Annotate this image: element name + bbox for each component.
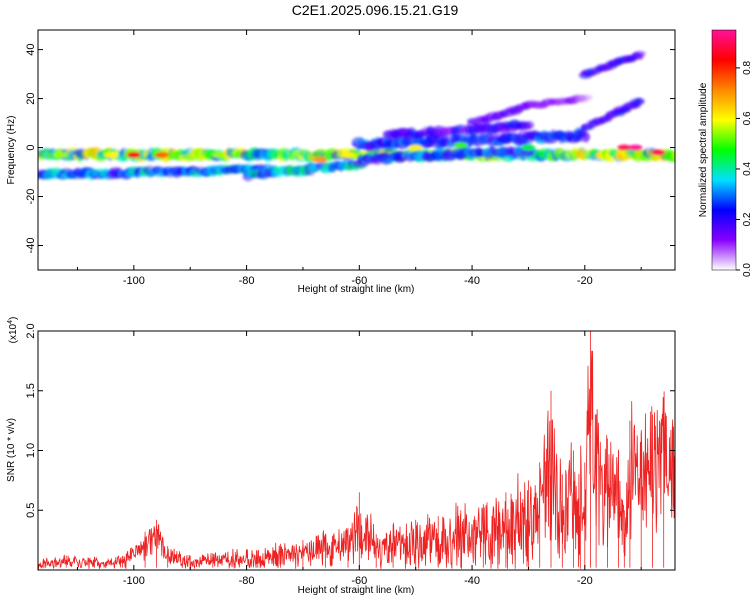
spectrogram-xlabel: Height of straight line (km) bbox=[298, 284, 415, 295]
colorbar-ticks: 0.0 0.2 0.4 0.6 0.8 bbox=[736, 61, 750, 277]
snr-multiplier-base: (x10 bbox=[8, 323, 19, 343]
heatmap-peak bbox=[155, 151, 169, 158]
colorbar-tick-label: 0.0 bbox=[742, 263, 750, 277]
snr-line bbox=[38, 350, 675, 570]
snr-ticks: -100 -80 -60 -40 -20 0.5 1.0 1.5 2.0 bbox=[25, 323, 675, 587]
snr-panel: -100 -80 -60 -40 -20 0.5 1.0 1.5 2.0 Height of s… bbox=[6, 317, 676, 596]
y-tick-label: 2.0 bbox=[25, 323, 37, 338]
y-tick-label: 20 bbox=[25, 92, 37, 104]
x-tick-label: -80 bbox=[239, 575, 255, 587]
x-tick-label: -20 bbox=[577, 275, 593, 287]
snr-multiplier-close: ) bbox=[8, 317, 19, 320]
colorbar-tick-label: 0.4 bbox=[742, 162, 750, 176]
x-tick-label: -40 bbox=[464, 275, 480, 287]
x-tick-label: -40 bbox=[464, 575, 480, 587]
x-tick-label: -100 bbox=[123, 275, 145, 287]
heatmap-cell bbox=[635, 97, 645, 105]
y-tick-label: 1.5 bbox=[25, 383, 37, 398]
y-tick-label: 0.5 bbox=[25, 503, 37, 518]
spectrogram-frame bbox=[37, 29, 676, 271]
snr-ylabel: SNR (10 * v/v) bbox=[6, 418, 17, 482]
heatmap-peak bbox=[651, 149, 666, 156]
heatmap-cell bbox=[634, 50, 646, 57]
heatmap-cell bbox=[579, 94, 593, 101]
x-tick-label: -20 bbox=[577, 575, 593, 587]
heatmap-peak bbox=[312, 156, 327, 163]
y-tick-label: 0 bbox=[25, 144, 37, 150]
heatmap-peak bbox=[408, 144, 423, 151]
y-tick-label: -20 bbox=[25, 189, 37, 205]
spectrogram-panel: -100 -80 -60 -40 -20 -40 -20 0 20 40 Height of st… bbox=[6, 29, 676, 295]
heatmap-peak bbox=[341, 151, 355, 158]
x-tick-label: -60 bbox=[351, 575, 367, 587]
spectrogram-ticks: -100 -80 -60 -40 -20 -40 -20 0 20 40 bbox=[25, 30, 675, 287]
colorbar-tick-label: 0.8 bbox=[742, 61, 750, 75]
heatmap-peak bbox=[617, 144, 632, 151]
spectrogram-heatmap bbox=[38, 50, 675, 182]
colorbar-gradient bbox=[711, 29, 737, 271]
snr-multiplier: (x104) bbox=[7, 317, 19, 344]
y-tick-label: 1.0 bbox=[25, 443, 37, 458]
heatmap-cell bbox=[672, 150, 675, 160]
y-tick-label: 40 bbox=[25, 43, 37, 55]
y-tick-label: -40 bbox=[25, 238, 37, 254]
heatmap-peak bbox=[521, 144, 536, 151]
heatmap-peak bbox=[453, 142, 468, 149]
figure-title: C2E1.2025.096.15.21.G19 bbox=[292, 2, 459, 18]
heatmap-peak bbox=[104, 151, 119, 158]
heatmap-peak bbox=[628, 144, 643, 151]
snr-multiplier-exp: 4 bbox=[7, 320, 14, 324]
heatmap-cell bbox=[582, 130, 590, 143]
x-tick-label: -60 bbox=[351, 275, 367, 287]
heatmap-peak bbox=[211, 151, 226, 158]
heatmap-peak bbox=[53, 151, 68, 158]
colorbar-tick-label: 0.2 bbox=[742, 212, 750, 226]
colorbar-label: Normalized spectral amplitude bbox=[698, 82, 709, 217]
colorbar-tick-label: 0.6 bbox=[742, 111, 750, 125]
x-tick-label: -100 bbox=[123, 575, 145, 587]
snr-series bbox=[38, 331, 675, 570]
spectrogram-ylabel: Frequency (Hz) bbox=[6, 116, 17, 185]
snr-xlabel: Height of straight line (km) bbox=[298, 585, 415, 596]
heatmap-cell bbox=[523, 120, 535, 130]
heatmap-peak bbox=[126, 151, 141, 158]
x-tick-label: -80 bbox=[239, 275, 255, 287]
colorbar: 0.0 0.2 0.4 0.6 0.8 Normalized spectral ampl… bbox=[698, 29, 750, 277]
